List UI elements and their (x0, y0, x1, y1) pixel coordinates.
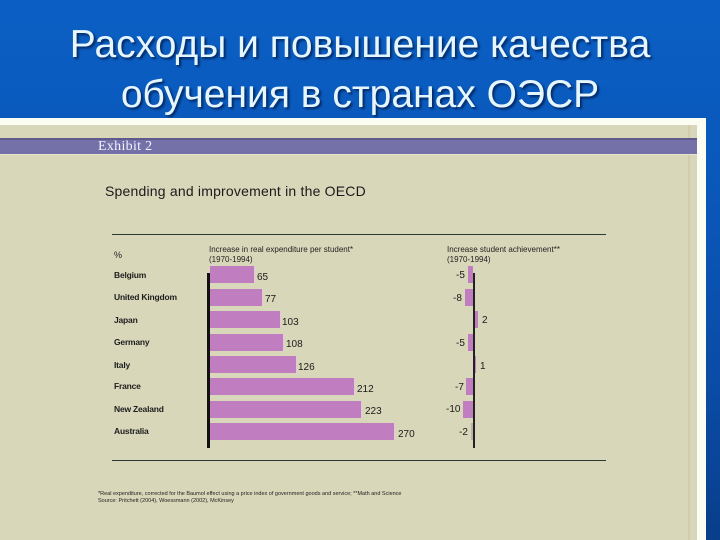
exhibit-header-bar: Exhibit 2 (0, 138, 697, 155)
row-label: Germany (114, 337, 150, 347)
expenditure-bar (210, 378, 355, 395)
expenditure-bar (210, 266, 255, 283)
achievement-header: Increase student achievement** (1970-199… (447, 245, 560, 265)
achievement-bar (468, 266, 473, 283)
row-label: France (114, 381, 141, 391)
expenditure-value: 65 (257, 272, 269, 283)
achievement-bar (475, 311, 478, 328)
expenditure-bar (210, 356, 297, 373)
achievement-value: -8 (453, 293, 462, 304)
achievement-header-line2: (1970-1994) (447, 255, 491, 264)
exhibit-label: Exhibit 2 (98, 139, 153, 154)
achievement-value: -10 (446, 404, 461, 415)
expenditure-bar (210, 423, 395, 440)
expenditure-header: Increase in real expenditure per student… (209, 245, 353, 265)
achievement-bar (463, 401, 473, 418)
expenditure-value: 77 (265, 294, 277, 305)
expenditure-value: 126 (298, 362, 315, 373)
expenditure-axis (207, 273, 210, 448)
top-divider (112, 234, 606, 235)
footnote-line1: *Real expenditure, corrected for the Bau… (98, 491, 402, 497)
achievement-bar (468, 334, 473, 351)
expenditure-bar (210, 401, 362, 418)
achievement-value: -5 (456, 338, 465, 349)
achievement-header-line1: Increase student achievement** (447, 245, 560, 254)
achievement-value: -7 (455, 382, 464, 393)
slide-title-line1: Расходы и повышение качества (69, 23, 651, 66)
expenditure-value: 212 (357, 384, 374, 395)
row-label: New Zealand (114, 404, 164, 414)
expenditure-bar (210, 334, 284, 351)
expenditure-value: 270 (398, 429, 415, 440)
expenditure-bar (210, 311, 281, 328)
achievement-value: 1 (480, 361, 486, 372)
panel-edge (688, 125, 690, 540)
row-label: Italy (114, 360, 131, 370)
expenditure-bar (210, 289, 263, 306)
exhibit-panel: Exhibit 2 Spending and improvement in th… (0, 125, 697, 540)
expenditure-header-line2: (1970-1994) (209, 255, 253, 264)
slide-title: Расходы и повышение качества обучения в … (0, 20, 720, 120)
footnote-source: Source: Pritchett (2004), Woessmann (200… (98, 498, 234, 504)
row-label: Australia (114, 426, 149, 436)
unit-label: % (114, 250, 123, 260)
chart-title: Spending and improvement in the OECD (105, 183, 366, 199)
bottom-divider (112, 460, 606, 461)
achievement-bar (465, 289, 473, 306)
expenditure-value: 103 (282, 317, 299, 328)
footnote: *Real expenditure, corrected for the Bau… (98, 491, 528, 505)
achievement-value: 2 (482, 315, 488, 326)
row-label: United Kingdom (114, 292, 177, 302)
expenditure-value: 108 (286, 339, 303, 350)
achievement-bar (471, 423, 473, 440)
achievement-value: -2 (459, 427, 468, 438)
row-label: Japan (114, 315, 138, 325)
achievement-axis (473, 273, 475, 448)
row-label: Belgium (114, 270, 147, 280)
achievement-bar (466, 378, 473, 395)
exhibit-frame: Exhibit 2 Spending and improvement in th… (0, 118, 706, 540)
achievement-value: -5 (456, 270, 465, 281)
expenditure-value: 223 (365, 406, 382, 417)
achievement-bar (475, 356, 476, 373)
slide-title-line2: обучения в странах ОЭСР (120, 73, 600, 116)
expenditure-header-line1: Increase in real expenditure per student… (209, 245, 354, 254)
